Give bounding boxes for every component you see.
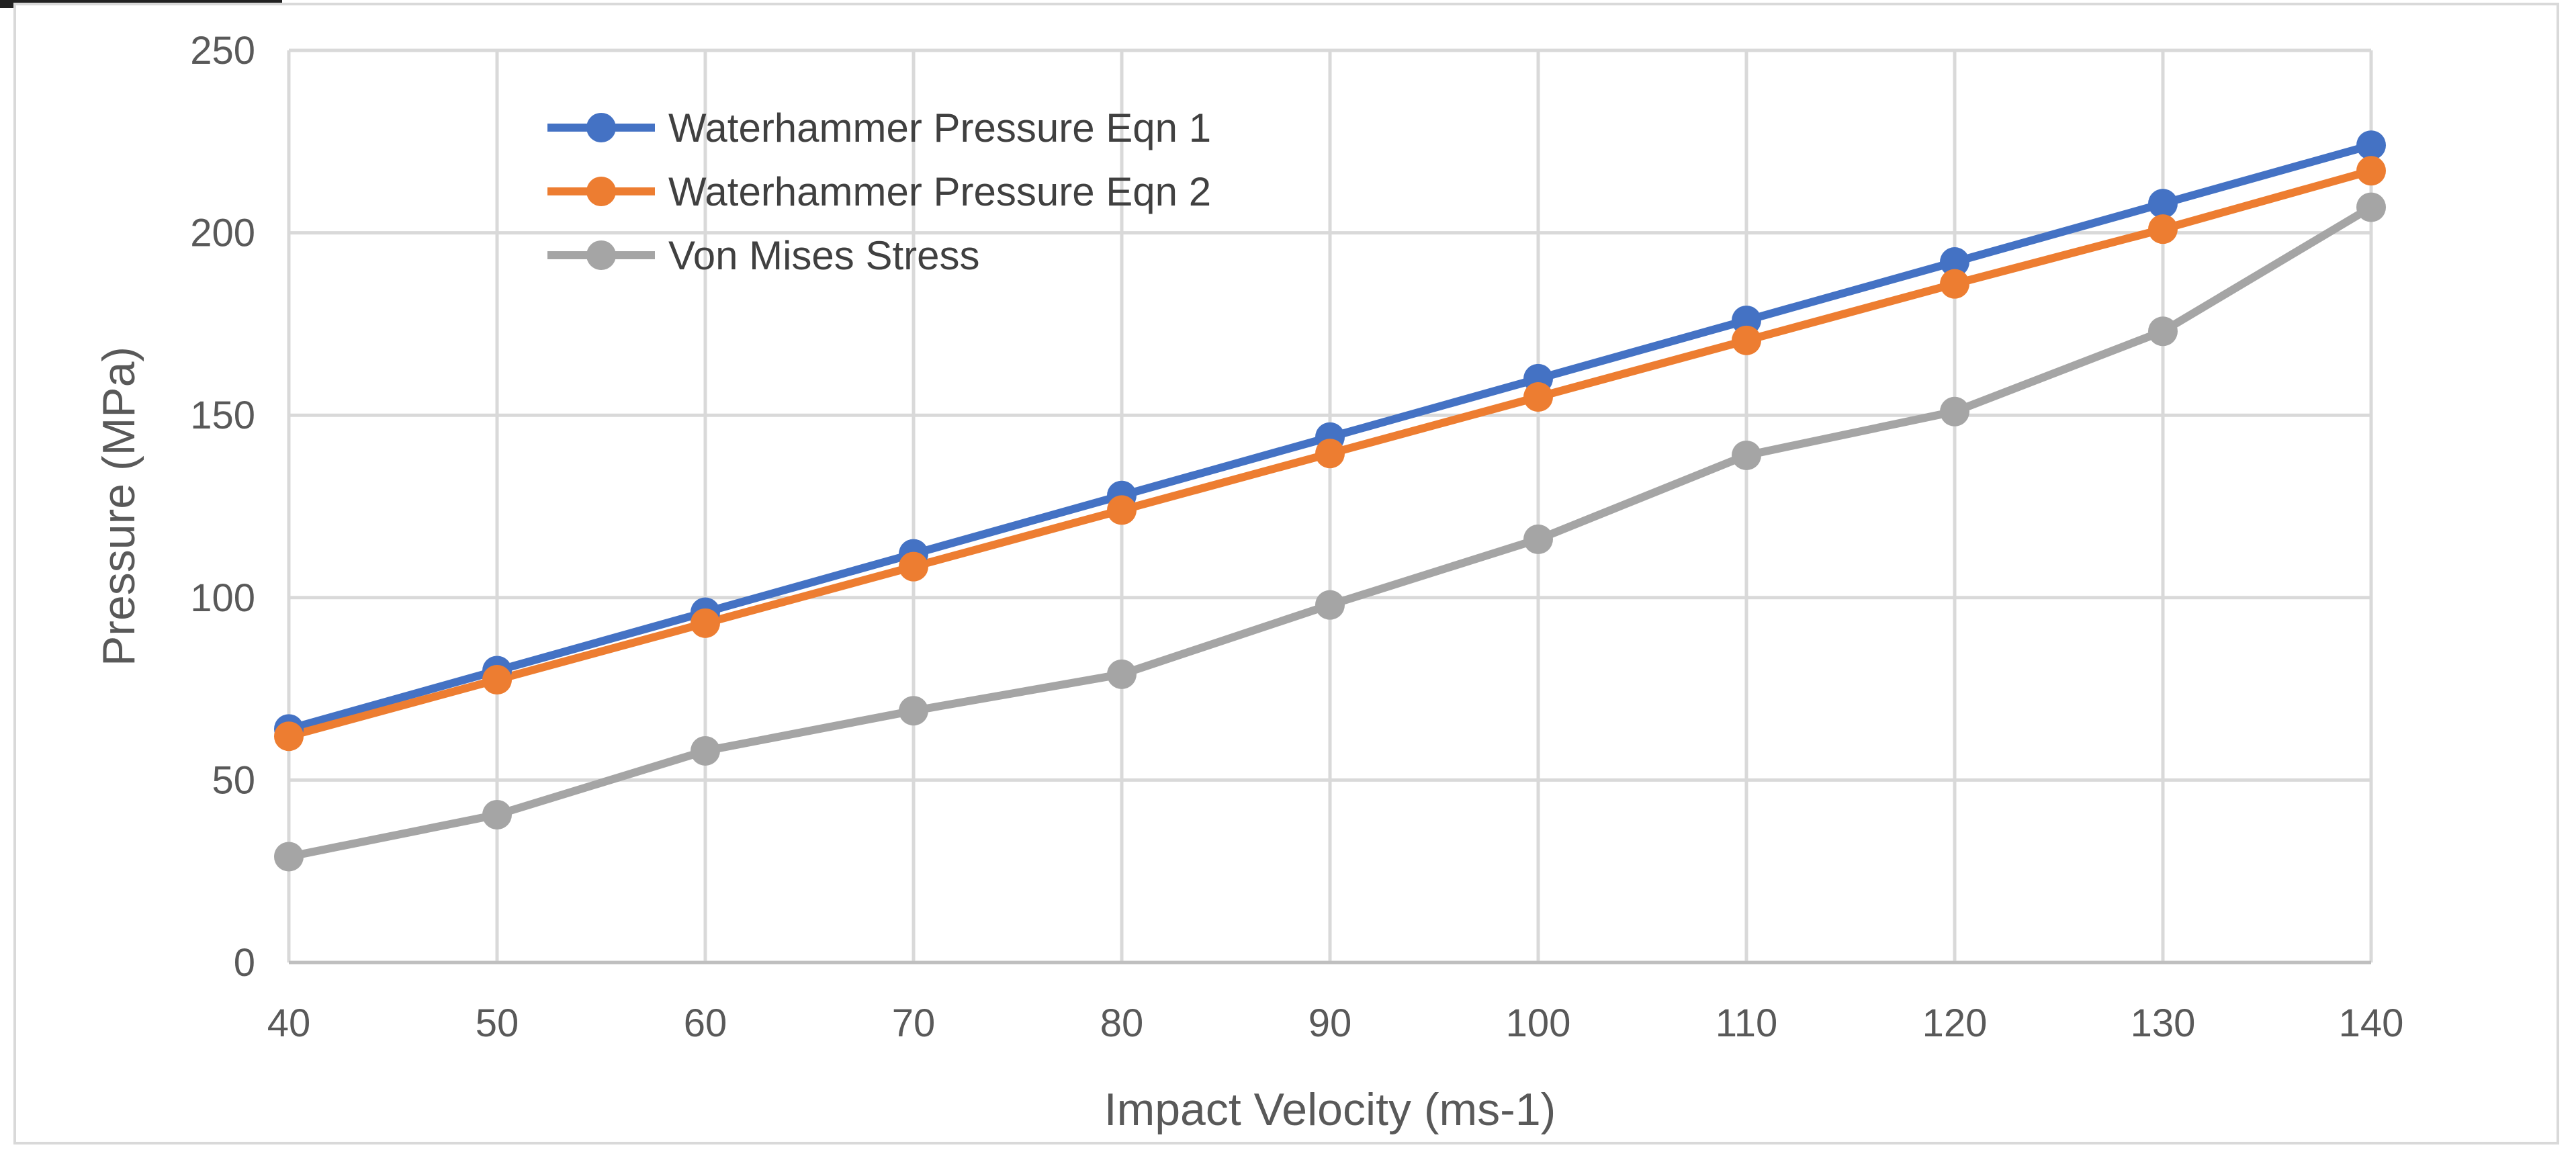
legend-label: Von Mises Stress	[668, 233, 980, 278]
data-point	[2148, 316, 2178, 347]
x-tick-label: 130	[2131, 1001, 2196, 1045]
y-axis-title: Pressure (MPa)	[93, 347, 144, 666]
data-point	[2356, 156, 2386, 186]
y-tick-label: 250	[190, 29, 255, 73]
x-tick-label: 60	[684, 1001, 727, 1045]
data-point	[2148, 214, 2178, 244]
data-point	[482, 800, 512, 830]
data-point	[1107, 495, 1137, 525]
data-point	[1940, 247, 1969, 277]
legend-swatch-marker	[586, 240, 616, 270]
data-point	[1315, 439, 1345, 469]
y-axis-tick-labels: 0 50 100 150 200 250	[190, 29, 255, 985]
legend-swatch-marker	[586, 113, 616, 142]
legend: Waterhammer Pressure Eqn 1 Waterhammer Pr…	[547, 105, 1211, 278]
data-point	[899, 551, 928, 582]
data-point	[2356, 130, 2386, 161]
x-tick-label: 40	[267, 1001, 311, 1045]
y-tick-label: 150	[190, 394, 255, 437]
data-point	[1940, 396, 1969, 426]
data-point	[1523, 524, 1553, 554]
x-tick-label: 80	[1100, 1001, 1144, 1045]
x-axis-title: Impact Velocity (ms-1)	[1104, 1084, 1556, 1135]
y-tick-label: 200	[190, 212, 255, 255]
data-point	[691, 735, 720, 766]
data-point	[2356, 192, 2386, 222]
data-point	[482, 665, 512, 695]
chart-frame	[13, 3, 2559, 1144]
x-tick-label: 140	[2339, 1001, 2404, 1045]
data-point	[1523, 382, 1553, 412]
y-tick-label: 0	[234, 941, 255, 985]
data-point	[274, 842, 304, 872]
x-tick-label: 120	[1922, 1001, 1988, 1045]
legend-label: Waterhammer Pressure Eqn 1	[668, 105, 1211, 150]
data-point	[691, 608, 720, 638]
x-axis-tick-labels: 40 50 60 70 80 90 100 110 120 130 140	[267, 1001, 2404, 1045]
legend-label: Waterhammer Pressure Eqn 2	[668, 169, 1211, 214]
x-tick-label: 50	[476, 1001, 519, 1045]
data-point	[274, 721, 304, 752]
data-point	[1732, 440, 1761, 470]
data-point	[1315, 590, 1345, 620]
data-point	[1940, 269, 1969, 299]
legend-swatch-marker	[586, 177, 616, 206]
data-point	[1107, 659, 1137, 689]
data-point	[1732, 325, 1761, 355]
x-tick-label: 70	[892, 1001, 936, 1045]
data-point	[899, 696, 928, 726]
y-tick-label: 50	[212, 758, 255, 802]
x-tick-label: 110	[1716, 1001, 1777, 1045]
y-tick-label: 100	[190, 576, 255, 620]
series-markers	[274, 130, 2386, 872]
data-point	[2148, 189, 2178, 219]
x-tick-label: 90	[1308, 1001, 1352, 1045]
x-tick-label: 100	[1506, 1001, 1571, 1045]
